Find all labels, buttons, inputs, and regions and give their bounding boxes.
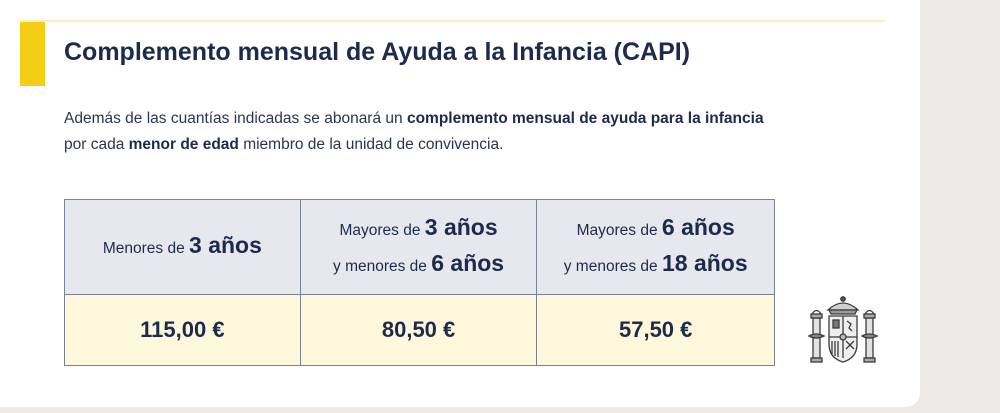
intro-bold-1: complemento mensual de ayuda para la inf… [406,110,764,127]
page-title: Complemento mensual de Ayuda a la Infanc… [64,38,691,66]
intro-text-2: por cada [64,136,129,153]
intro-bold-2: menor de edad [128,136,239,153]
coat-of-arms-of-spain-icon [807,296,879,363]
header-6-to-18: Mayores de 6 años y menores de 18 años [536,199,775,295]
intro-text-3: miembro de la unidad de convivencia. [238,136,504,153]
title-accent-bar [20,22,45,86]
value-6-to-18: 57,50 € [536,294,775,366]
intro-paragraph: Además de las cuantías indicadas se abon… [64,106,784,158]
capi-table: Menores de 3 años Mayores de 3 años y me… [64,199,775,366]
header-3-to-6: Mayores de 3 años y menores de 6 años [299,199,538,295]
value-under-3: 115,00 € [64,294,301,366]
intro-text-1: Además de las cuantías indicadas se abon… [64,110,407,127]
table-row: 115,00 € 80,50 € 57,50 € [64,294,775,366]
content-card: Complemento mensual de Ayuda a la Infanc… [0,0,920,407]
value-3-to-6: 80,50 € [299,294,538,366]
header-under-3: Menores de 3 años [64,199,301,295]
top-divider [20,20,885,22]
table-header-row: Menores de 3 años Mayores de 3 años y me… [64,199,775,295]
